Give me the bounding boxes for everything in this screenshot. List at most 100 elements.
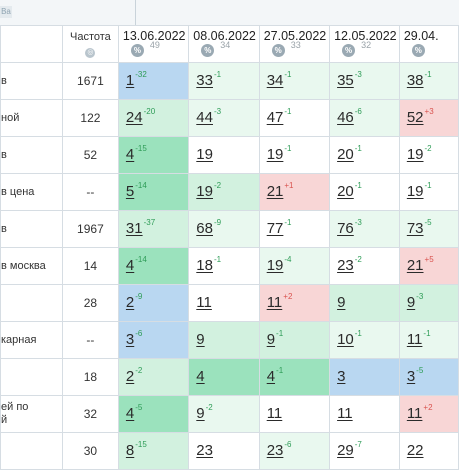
position-cell[interactable]: 4-14: [117, 247, 190, 285]
position-cell[interactable]: 34-1: [258, 62, 331, 100]
position-value[interactable]: 24: [125, 109, 143, 126]
position-value[interactable]: 5: [125, 183, 135, 200]
position-cell[interactable]: 73-5: [398, 210, 459, 248]
position-cell[interactable]: 22: [398, 432, 459, 470]
position-value[interactable]: 9: [196, 405, 205, 422]
position-value[interactable]: 11: [266, 405, 283, 422]
position-value[interactable]: 38: [406, 72, 424, 89]
globe-icon[interactable]: ◎: [85, 48, 96, 58]
position-cell[interactable]: 77-1: [258, 210, 331, 248]
position-cell[interactable]: 31-37: [117, 210, 190, 248]
position-value[interactable]: 73: [406, 220, 424, 237]
position-value[interactable]: 21: [406, 257, 424, 274]
position-cell[interactable]: 3: [329, 358, 400, 396]
position-cell[interactable]: 19-2: [188, 173, 260, 211]
position-value[interactable]: 3: [125, 331, 135, 348]
percent-icon[interactable]: %: [271, 44, 285, 57]
position-cell[interactable]: 11-1: [398, 321, 459, 359]
position-value[interactable]: 19: [196, 183, 213, 200]
position-cell[interactable]: 24-20: [117, 99, 190, 137]
position-cell[interactable]: 4-15: [117, 136, 190, 174]
position-cell[interactable]: 38-1: [398, 62, 459, 100]
position-cell[interactable]: 4: [188, 358, 260, 396]
position-value[interactable]: 31: [125, 220, 143, 237]
date-column-header[interactable]: 12.05.2022% 32: [329, 25, 400, 63]
position-cell[interactable]: 1-32: [117, 62, 190, 100]
position-cell[interactable]: 9: [329, 284, 400, 322]
position-value[interactable]: 20: [337, 183, 354, 200]
position-value[interactable]: 21: [266, 183, 284, 200]
position-cell[interactable]: 2-9: [117, 284, 190, 322]
date-column-header[interactable]: 27.05.2022% 33: [258, 25, 331, 63]
position-cell[interactable]: 19-1: [398, 173, 459, 211]
position-value[interactable]: 11: [406, 405, 423, 422]
position-cell[interactable]: 4-5: [117, 395, 190, 433]
position-value[interactable]: 33: [196, 72, 213, 89]
position-value[interactable]: 19: [196, 146, 213, 163]
position-value[interactable]: 29: [337, 442, 354, 459]
percent-icon[interactable]: %: [201, 44, 215, 57]
position-value[interactable]: 44: [196, 109, 213, 126]
position-cell[interactable]: 11+2: [398, 395, 459, 433]
position-cell[interactable]: 33-1: [188, 62, 260, 100]
position-cell[interactable]: 52+3: [398, 99, 459, 137]
position-value[interactable]: 10: [337, 331, 354, 348]
date-column-header[interactable]: 13.06.2022% 49: [117, 25, 190, 63]
position-value[interactable]: 4: [125, 405, 135, 422]
position-cell[interactable]: 19-1: [258, 136, 331, 174]
position-value[interactable]: 9: [406, 294, 416, 311]
position-cell[interactable]: 4-1: [258, 358, 331, 396]
position-value[interactable]: 1: [125, 72, 135, 89]
position-cell[interactable]: 35-3: [329, 62, 400, 100]
frequency-column-header[interactable]: Частота ◎: [61, 25, 119, 63]
position-value[interactable]: 9: [196, 331, 205, 348]
position-cell[interactable]: 44-3: [188, 99, 260, 137]
position-value[interactable]: 20: [337, 146, 354, 163]
position-cell[interactable]: 23-2: [329, 247, 400, 285]
position-cell[interactable]: 47-1: [258, 99, 331, 137]
position-cell[interactable]: 10-1: [329, 321, 400, 359]
position-cell[interactable]: 19-4: [258, 247, 331, 285]
position-value[interactable]: 77: [266, 220, 284, 237]
position-value[interactable]: 4: [125, 257, 135, 274]
position-value[interactable]: 23: [196, 442, 213, 459]
position-cell[interactable]: 76-3: [329, 210, 400, 248]
position-cell[interactable]: 3-5: [398, 358, 459, 396]
position-cell[interactable]: 3-6: [117, 321, 190, 359]
position-value[interactable]: 11: [196, 294, 212, 311]
position-value[interactable]: 76: [337, 220, 354, 237]
toolbar-badge[interactable]: Ba: [0, 6, 12, 18]
position-value[interactable]: 11: [406, 331, 423, 348]
position-value[interactable]: 11: [266, 294, 283, 311]
position-cell[interactable]: 29-7: [329, 432, 400, 470]
position-value[interactable]: 2: [125, 368, 135, 385]
position-value[interactable]: 35: [337, 72, 354, 89]
position-value[interactable]: 2: [125, 294, 135, 311]
position-cell[interactable]: 9-2: [188, 395, 260, 433]
position-cell[interactable]: 19: [188, 136, 260, 174]
position-cell[interactable]: 5-14: [117, 173, 190, 211]
position-value[interactable]: 52: [406, 109, 424, 126]
position-cell[interactable]: 11: [188, 284, 260, 322]
position-cell[interactable]: 11: [258, 395, 331, 433]
percent-icon[interactable]: %: [130, 44, 144, 57]
position-value[interactable]: 19: [406, 183, 424, 200]
position-value[interactable]: 47: [266, 109, 284, 126]
position-value[interactable]: 9: [337, 294, 346, 311]
position-value[interactable]: 22: [406, 442, 424, 459]
date-column-header[interactable]: 29.04.%: [398, 25, 459, 63]
position-cell[interactable]: 18-1: [188, 247, 260, 285]
position-value[interactable]: 4: [125, 146, 135, 163]
position-value[interactable]: 3: [337, 368, 346, 385]
position-cell[interactable]: 9-1: [258, 321, 331, 359]
position-value[interactable]: 8: [125, 442, 135, 459]
date-column-header[interactable]: 08.06.2022% 34: [188, 25, 260, 63]
position-value[interactable]: 23: [337, 257, 354, 274]
position-value[interactable]: 4: [196, 368, 205, 385]
position-cell[interactable]: 11+2: [258, 284, 331, 322]
position-cell[interactable]: 20-1: [329, 173, 400, 211]
position-cell[interactable]: 8-15: [117, 432, 190, 470]
position-cell[interactable]: 9: [188, 321, 260, 359]
position-cell[interactable]: 11: [329, 395, 400, 433]
position-value[interactable]: 46: [337, 109, 354, 126]
